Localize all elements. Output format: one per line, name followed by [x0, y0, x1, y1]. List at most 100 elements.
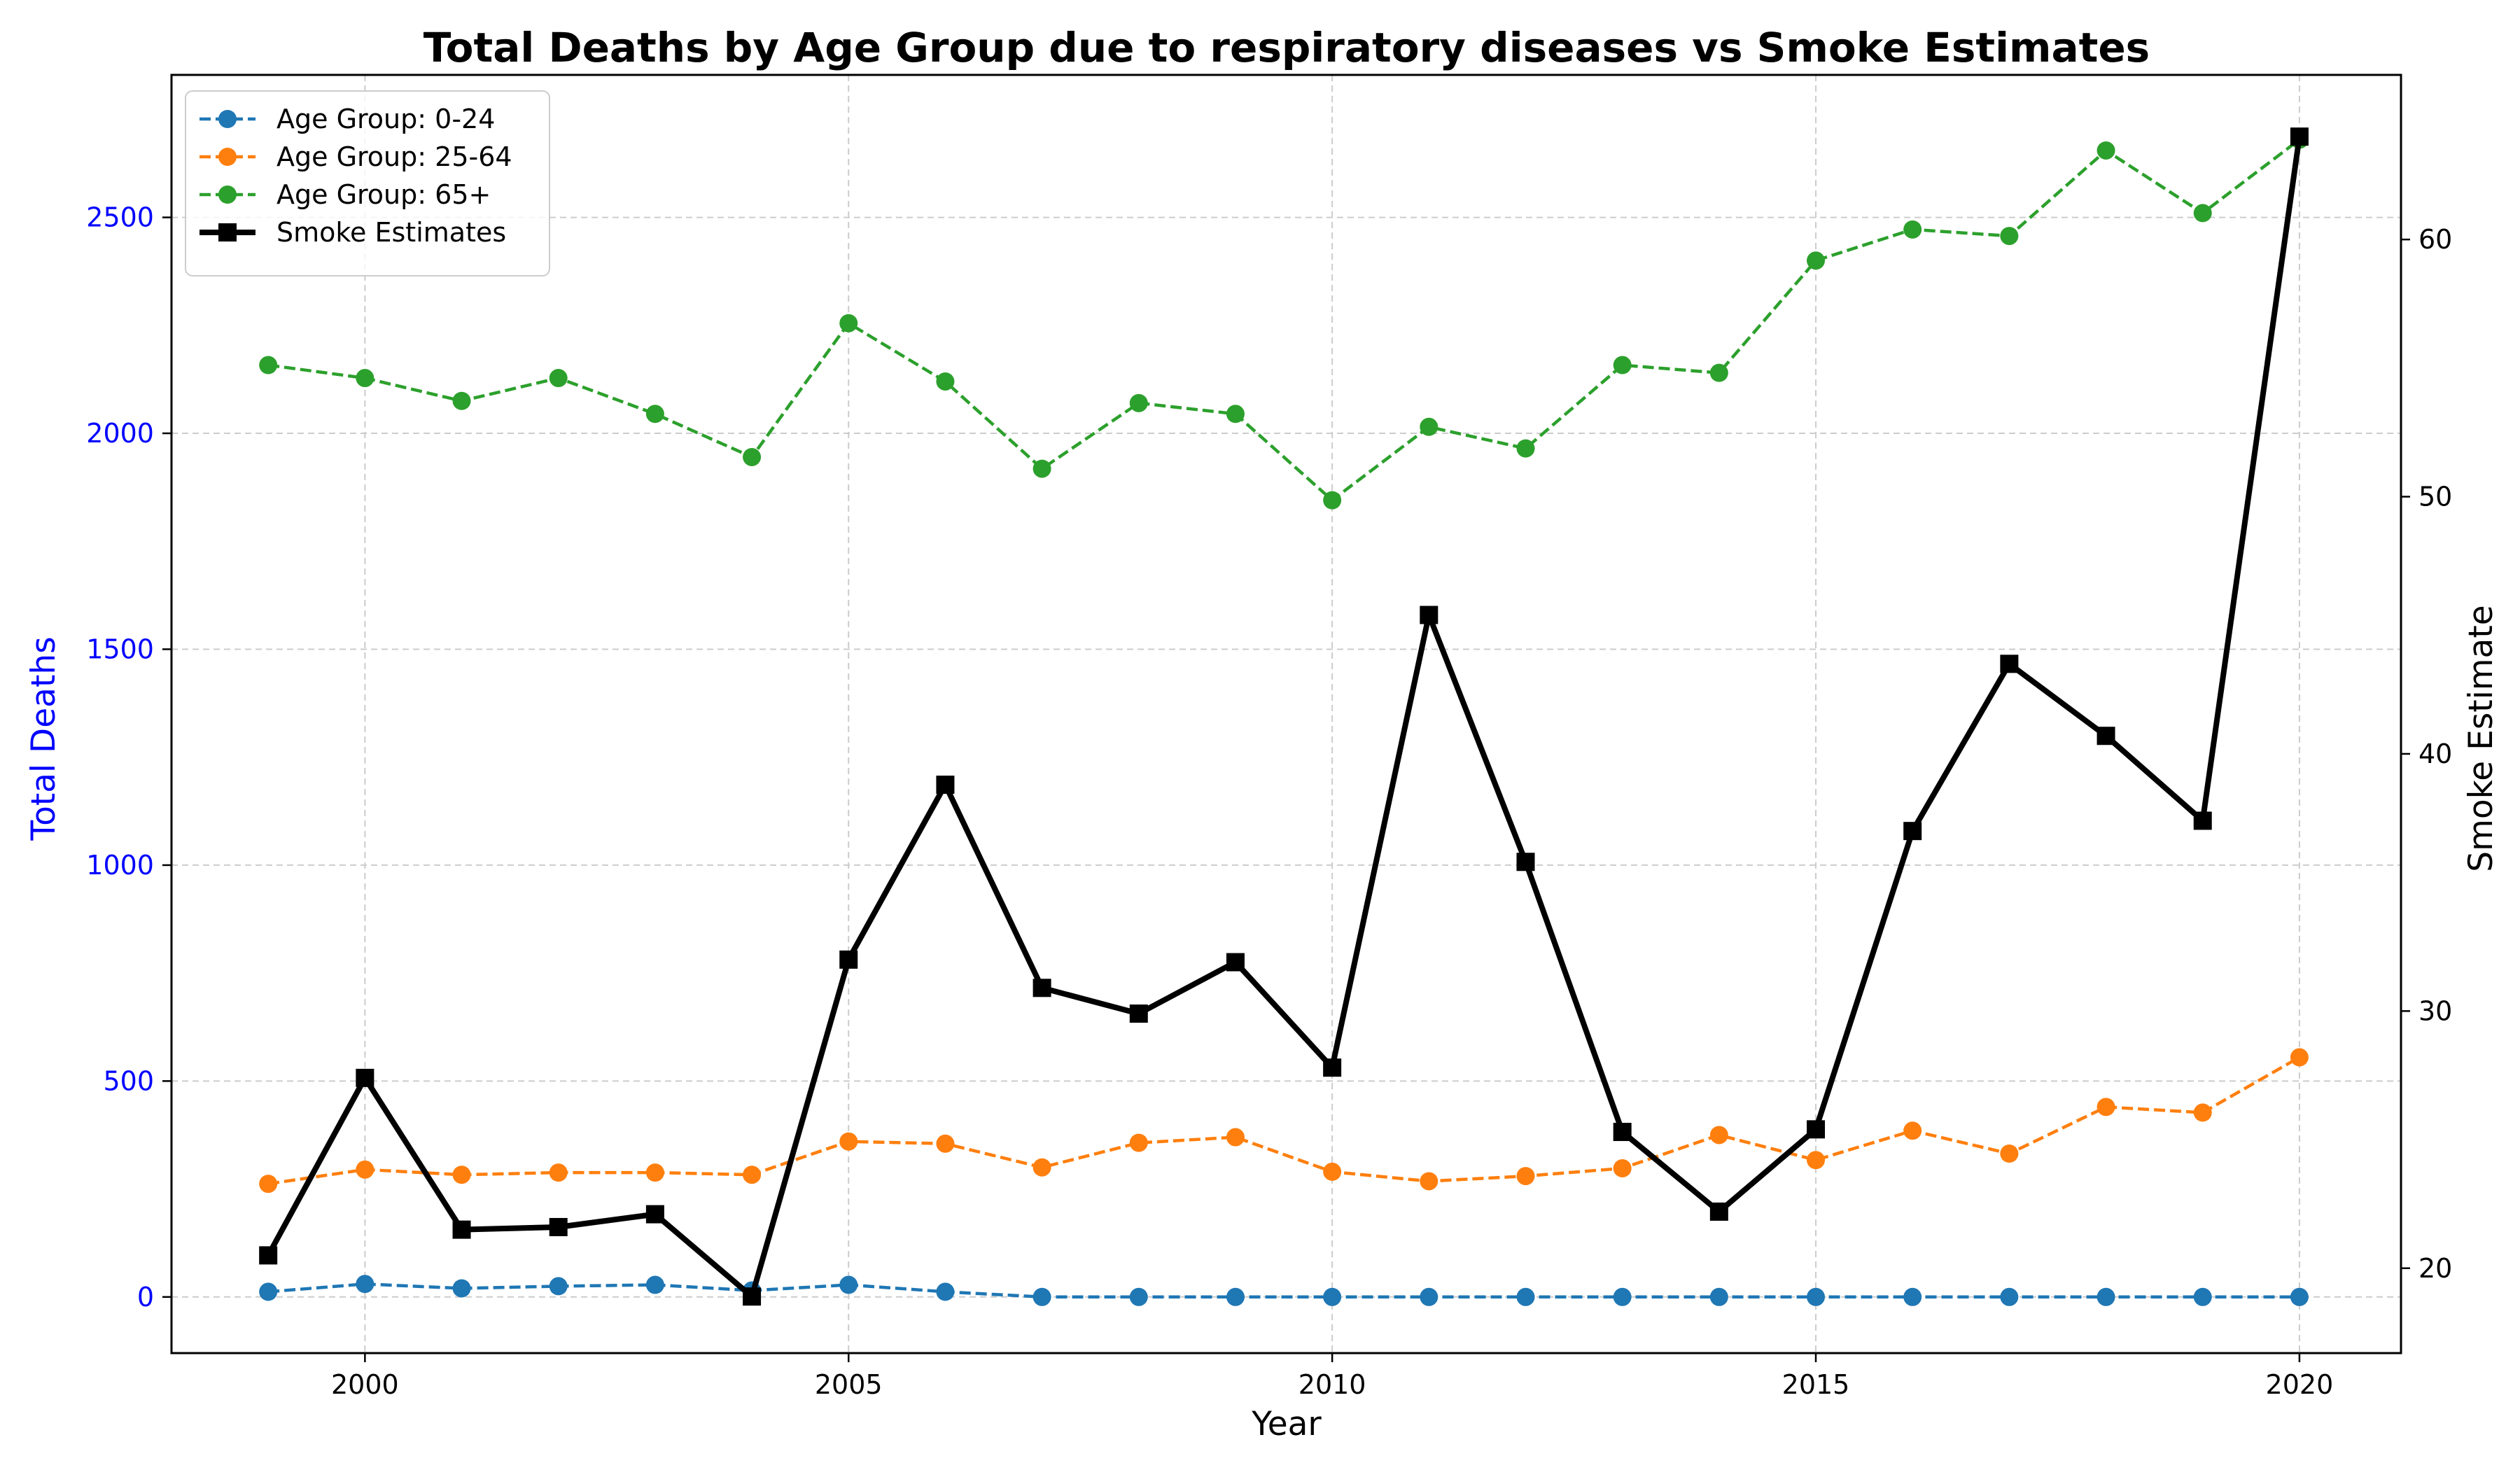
data-point	[259, 1282, 278, 1301]
y2-tick-label: 50	[2418, 482, 2452, 512]
data-point	[936, 1134, 955, 1153]
legend-label: Age Group: 65+	[276, 179, 491, 210]
data-point	[1129, 1004, 1148, 1023]
legend-marker	[218, 186, 237, 204]
data-point	[1516, 853, 1535, 872]
data-point	[2000, 1144, 2019, 1163]
data-point	[2096, 1098, 2115, 1116]
data-point	[2096, 1287, 2115, 1306]
data-point	[1420, 606, 1438, 624]
y-tick-label: 1500	[86, 634, 154, 664]
legend-label: Smoke Estimates	[276, 217, 506, 248]
data-point	[645, 1163, 664, 1182]
data-point	[1903, 822, 1922, 841]
data-point	[839, 950, 858, 969]
data-point	[1129, 393, 1148, 412]
legend: Age Group: 0-24 Age Group: 25-64 Age Group…	[185, 90, 550, 276]
x-tick-label: 2015	[1782, 1369, 1850, 1400]
legend-item: Smoke Estimates	[200, 217, 506, 248]
x-tick-label: 2005	[815, 1369, 883, 1400]
data-point	[356, 1160, 374, 1179]
data-point	[1420, 1287, 1438, 1306]
data-point	[1323, 1287, 1342, 1306]
data-point	[1807, 251, 1826, 270]
y-tick-label: 500	[103, 1065, 154, 1096]
data-point	[452, 1220, 471, 1239]
data-point	[936, 776, 955, 794]
data-point	[2193, 1103, 2212, 1122]
data-point	[1516, 1167, 1535, 1186]
data-point	[1226, 1287, 1245, 1306]
y2-tick-label: 40	[2418, 738, 2452, 769]
data-point	[1613, 1123, 1632, 1142]
data-point	[1807, 1151, 1826, 1170]
data-point	[2000, 227, 2019, 246]
data-point	[839, 314, 858, 332]
data-point	[936, 1282, 955, 1301]
data-point	[259, 356, 278, 374]
data-point	[1226, 405, 1245, 424]
data-point	[1807, 1120, 1826, 1139]
x-tick-label: 2020	[2266, 1369, 2334, 1400]
legend-label: Age Group: 25-64	[276, 141, 512, 172]
y-tick-label: 0	[137, 1282, 154, 1312]
data-point	[549, 1163, 568, 1182]
legend-item: Age Group: 0-24	[200, 104, 495, 134]
y-tick-label: 2500	[86, 202, 154, 233]
data-point	[356, 1275, 374, 1294]
legend-item: Age Group: 25-64	[200, 141, 512, 172]
y2-tick-label: 60	[2418, 224, 2452, 255]
series-line	[267, 138, 2301, 502]
legend-marker	[218, 148, 237, 166]
data-point	[1032, 1158, 1051, 1177]
data-point	[839, 1132, 858, 1151]
y2-tick-label: 20	[2418, 1253, 2452, 1284]
series-age-group-0-24	[259, 1275, 2309, 1306]
data-point	[1903, 1287, 1922, 1306]
data-point	[645, 1205, 664, 1224]
data-point	[1129, 1133, 1148, 1152]
data-point	[1032, 979, 1051, 997]
data-point	[356, 1068, 374, 1087]
data-point	[2290, 1287, 2309, 1306]
data-point	[1420, 417, 1438, 436]
data-point	[2193, 811, 2212, 830]
data-point	[1709, 1202, 1728, 1221]
legend-marker	[218, 110, 237, 128]
data-point	[1323, 1162, 1342, 1181]
legend-marker	[218, 223, 237, 241]
data-point	[259, 1246, 278, 1265]
data-point	[549, 1277, 568, 1296]
series-age-group-25-64	[259, 1048, 2309, 1194]
legend-label: Age Group: 0-24	[276, 104, 495, 134]
data-point	[2193, 204, 2212, 223]
data-point	[1420, 1172, 1438, 1191]
data-point	[1613, 356, 1632, 374]
data-point	[1903, 220, 1922, 239]
series-layer	[259, 127, 2309, 1306]
y2-axis-ticks: 20 30 40 50 60	[2401, 224, 2452, 1284]
data-point	[2000, 1287, 2019, 1306]
data-point	[743, 1287, 762, 1306]
data-point	[743, 1166, 762, 1184]
legend-box	[185, 90, 550, 276]
data-point	[1323, 491, 1342, 510]
x-tick-label: 2010	[1298, 1369, 1366, 1400]
data-point	[743, 447, 762, 466]
data-point	[936, 372, 955, 391]
data-point	[1516, 1287, 1535, 1306]
y-axis-ticks: 0 500 1000 1500 2000 2500	[86, 202, 172, 1312]
data-point	[2290, 1048, 2309, 1067]
y2-tick-label: 30	[2418, 995, 2452, 1026]
data-point	[452, 391, 471, 410]
data-point	[1807, 1287, 1826, 1306]
data-point	[452, 1166, 471, 1184]
y-tick-label: 2000	[86, 418, 154, 449]
data-point	[645, 1275, 664, 1294]
data-point	[1709, 363, 1728, 382]
x-axis-label: Year	[1251, 1405, 1322, 1443]
data-point	[1903, 1121, 1922, 1140]
legend-item: Age Group: 65+	[200, 179, 491, 210]
data-point	[2193, 1287, 2212, 1306]
data-point	[1709, 1126, 1728, 1144]
